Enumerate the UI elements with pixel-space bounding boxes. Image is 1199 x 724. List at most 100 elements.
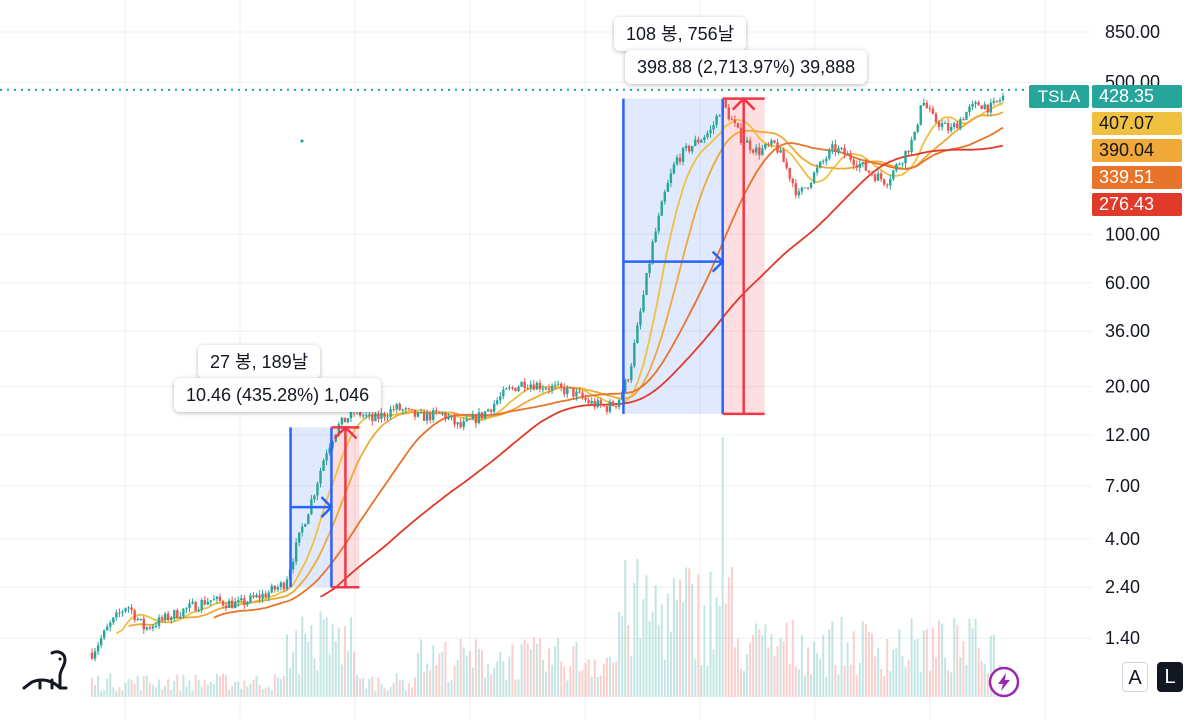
candle-body [986,104,989,113]
candle-body [995,100,999,102]
measurement-lines[interactable] [289,96,765,589]
measure-bars-label-1: 27 봉, 189날 [198,345,321,379]
volume-bar [724,603,727,697]
candle-body [633,343,636,366]
volume-bar [176,674,179,697]
candle-body [907,150,910,153]
candle-body [112,617,115,623]
auto-scale-button[interactable]: A [1122,662,1148,692]
candle-body [910,139,913,153]
volume-bar [270,690,273,697]
candle-body [541,388,545,390]
volume-bar [474,639,477,697]
candle-body [642,294,645,312]
candle-body [751,149,755,153]
volume-bar [977,648,980,697]
candle-body [130,607,133,611]
y-tick-label: 12.00 [1105,425,1150,445]
candle-body [876,173,880,181]
volume-bar [298,674,301,697]
volume-bar [322,619,325,697]
candle-body [1001,95,1005,101]
volume-bar [133,683,136,697]
y-tick-label: 7.00 [1105,476,1140,496]
candle-body [797,191,801,196]
candle-body [450,416,453,418]
volume-bar [986,673,989,697]
volume-bar [947,670,950,697]
volume-bar [672,578,675,697]
volume-bar [956,624,959,697]
candle-body [514,387,517,392]
y-tick-label: 1.40 [1105,628,1140,648]
candle-body [563,387,566,395]
volume-bar [371,676,374,697]
volume-bar [279,679,282,697]
candle-body [486,409,490,412]
volume-bar [950,672,953,697]
candle-body [465,418,468,422]
y-tick-label: 4.00 [1105,529,1140,549]
volume-bar [764,624,767,697]
ma-badge-2: 390.04 [1092,139,1182,162]
candles [90,92,1005,662]
volume-bar [267,686,270,697]
volume-bar [453,666,456,697]
volume-bar [435,665,438,697]
volume-bar [100,690,103,697]
candle-body [499,396,502,401]
volume-bar [864,623,867,697]
candle-body [173,610,176,618]
candle-body [422,411,426,421]
volume-bar [158,679,161,697]
volume-bar [578,671,581,697]
volume-bar [615,661,618,697]
candle-body [943,122,947,124]
candle-body [617,399,621,407]
volume-bar [386,690,389,697]
volume-bar [346,650,349,697]
candle-body [937,122,941,127]
candle-body [627,379,630,381]
volume-bar [194,674,197,697]
candle-body [218,596,222,601]
candle-body [764,144,767,149]
volume-bar [642,599,645,697]
volume-bar [831,621,834,697]
volume-bar [368,678,371,697]
candle-body [630,365,633,381]
candle-body [648,263,651,274]
volume-bar [852,631,855,697]
volume-bar [404,690,407,697]
volume-bar [264,687,267,697]
candle-body [669,173,673,183]
volume-bar [618,612,621,697]
candle-body [325,453,328,461]
volume-bar [846,642,849,697]
volume-bar [968,618,971,697]
candle-body [904,150,907,164]
candle-body [620,391,624,400]
candle-body [93,651,97,659]
volume-bar [557,638,560,697]
volume-bar [145,675,148,697]
candle-body [892,170,895,180]
candle-body [255,594,258,598]
candle-body [898,164,901,166]
volume-bar [541,659,544,697]
candle-body [240,598,243,601]
candle-body [828,149,831,159]
candle-body [779,149,782,153]
candle-body [855,165,858,168]
log-scale-button[interactable]: L [1157,662,1183,692]
candle-body [581,392,584,398]
lightning-icon[interactable] [988,666,1020,698]
volume-bar [215,673,218,697]
candle-body [124,608,127,612]
candle-body [261,593,264,599]
volume-bar [151,684,154,697]
volume-bar [694,659,697,697]
volume-bar [395,673,398,697]
